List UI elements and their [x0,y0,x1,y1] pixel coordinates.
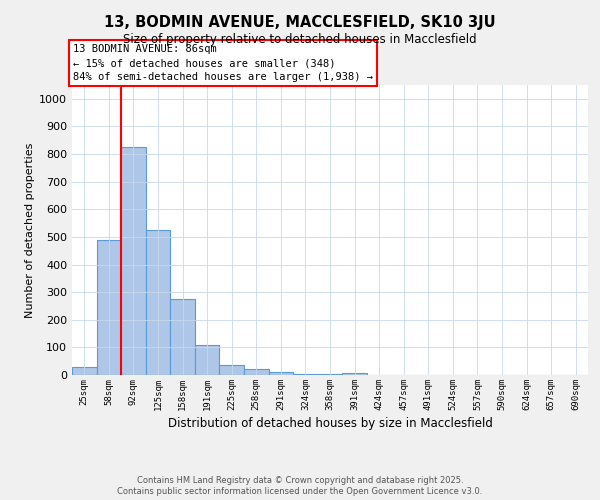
Text: Contains HM Land Registry data © Crown copyright and database right 2025.: Contains HM Land Registry data © Crown c… [137,476,463,485]
Bar [318,374,342,375]
Bar [170,299,195,375]
Bar [97,240,121,375]
X-axis label: Distribution of detached houses by size in Macclesfield: Distribution of detached houses by size … [167,417,493,430]
Bar [72,366,97,375]
Bar [121,147,146,375]
Bar [220,364,244,375]
Bar [293,374,318,375]
Text: Contains public sector information licensed under the Open Government Licence v3: Contains public sector information licen… [118,488,482,496]
Text: Size of property relative to detached houses in Macclesfield: Size of property relative to detached ho… [123,32,477,46]
Bar [195,344,220,375]
Text: 13, BODMIN AVENUE, MACCLESFIELD, SK10 3JU: 13, BODMIN AVENUE, MACCLESFIELD, SK10 3J… [104,15,496,30]
Bar [342,373,367,375]
Y-axis label: Number of detached properties: Number of detached properties [25,142,35,318]
Text: 13 BODMIN AVENUE: 86sqm
← 15% of detached houses are smaller (348)
84% of semi-d: 13 BODMIN AVENUE: 86sqm ← 15% of detache… [73,44,373,82]
Bar [269,372,293,375]
Bar [244,369,269,375]
Bar [146,230,170,375]
